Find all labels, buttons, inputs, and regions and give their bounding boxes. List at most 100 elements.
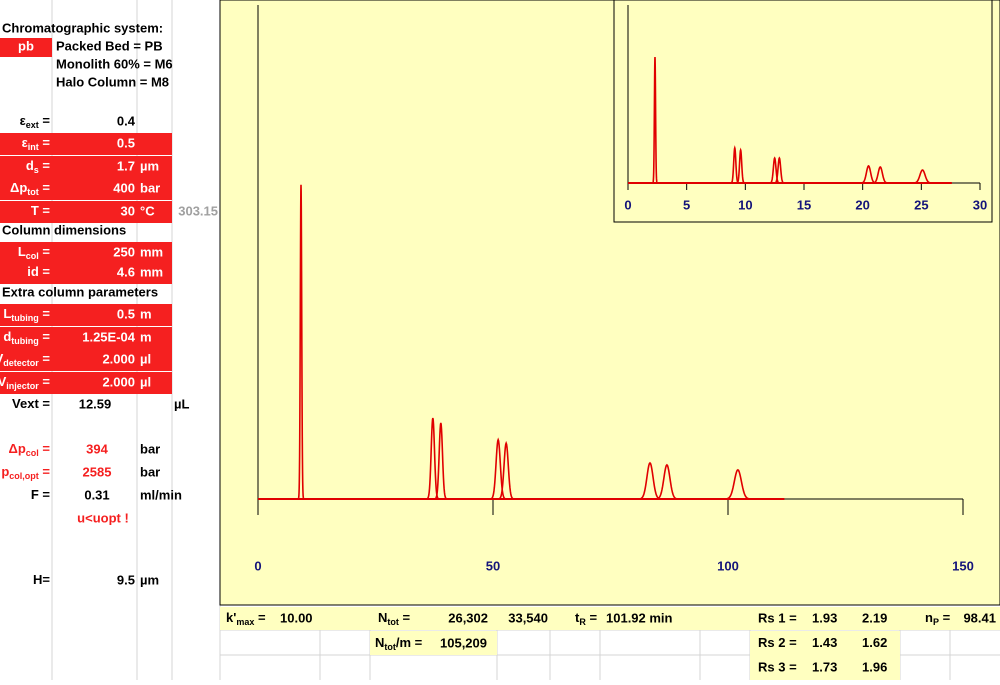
result-label: Ntot = (378, 610, 411, 627)
label-equals: = (39, 180, 51, 195)
label-text: id = (27, 264, 50, 279)
peak (912, 169, 933, 184)
label-text: L (18, 244, 26, 259)
param-value: 0.5 (117, 306, 135, 321)
param-label: Ltubing = (3, 306, 50, 323)
param-label: T = (31, 203, 51, 218)
label-subscript: R (579, 617, 586, 627)
result-label: tR = (575, 610, 597, 627)
label-text: n (925, 610, 933, 625)
system-code: pb (18, 38, 34, 53)
section-header: Column dimensions (2, 222, 126, 237)
x-tick-label: 150 (952, 558, 974, 573)
label-subscript: max (236, 617, 254, 627)
param-value: 4.6 (117, 264, 135, 279)
param-value: 1.7 (117, 158, 135, 173)
param-unit: µL (174, 396, 189, 411)
param-unit: µm (140, 572, 159, 587)
label-equals: = (254, 610, 266, 625)
label-equals: = (39, 374, 51, 389)
label-subscript: tubing (11, 336, 39, 346)
param-unit: mm (140, 264, 163, 279)
system-option: Halo Column = M8 (56, 74, 169, 89)
label-equals: = (39, 158, 51, 173)
label-equals: = (39, 351, 51, 366)
param-value: 2.000 (102, 351, 135, 366)
peak (736, 147, 745, 184)
label-subscript: tot (387, 617, 399, 627)
label-subscript: int (28, 142, 39, 152)
param-unit: µl (140, 351, 151, 366)
x-tick-label: 100 (717, 558, 739, 573)
param-label: Vdetector = (0, 351, 50, 368)
result-value: 101.92 min (606, 610, 673, 625)
label-equals: = (399, 610, 411, 625)
param-label: εint = (22, 135, 51, 152)
input-row (0, 327, 172, 349)
resolution-value: 1.73 (812, 659, 837, 674)
label-subscript: col (26, 448, 39, 458)
label-text: V (0, 351, 4, 366)
label-equals: = (39, 441, 51, 456)
input-row (0, 304, 172, 326)
x-tick-label: 25 (914, 197, 928, 212)
x-tick-label: 30 (973, 197, 987, 212)
label-text: T = (31, 203, 51, 218)
label-text: ε (22, 135, 28, 150)
result-value: 26,302 (448, 610, 488, 625)
result-value: 98.41 (963, 610, 996, 625)
peak (497, 440, 515, 500)
inset-chart-area (613, 0, 993, 223)
label-text: V (0, 374, 7, 389)
label-subscript: ext (26, 120, 39, 130)
label-subscript: col (26, 251, 39, 261)
system-option: Monolith 60% = M6 (56, 56, 173, 71)
label-text: d (26, 158, 34, 173)
input-row (0, 201, 172, 223)
section-header: Extra column parameters (2, 284, 158, 299)
x-tick-label: 5 (683, 197, 690, 212)
peak (297, 184, 305, 500)
resolution-alt: 2.19 (862, 610, 887, 625)
param-unit: bar (140, 464, 160, 479)
label-text: F = (31, 487, 51, 502)
peak (489, 437, 507, 500)
label-text: N (378, 610, 387, 625)
label-equals: = (939, 610, 951, 625)
label-text: t (575, 610, 580, 625)
system-cell (0, 38, 52, 57)
param-value: 250 (113, 244, 135, 259)
param-label: pcol,opt = (1, 464, 50, 481)
label-equals: = (39, 329, 51, 344)
x-tick-label: 0 (254, 558, 261, 573)
param-unit: m (140, 306, 152, 321)
param-label: Vext = (12, 396, 50, 411)
param-label: Lcol = (18, 244, 51, 261)
resolution-label: Rs 2 = (758, 635, 797, 650)
label-equals: = (39, 113, 51, 128)
param-label: Vinjector = (0, 374, 50, 391)
peak (769, 156, 780, 184)
param-value: 30 (121, 203, 135, 218)
result-alt: 33,540 (508, 610, 548, 625)
input-row (0, 156, 172, 178)
resolution-value: 1.93 (812, 610, 837, 625)
resolution-alt: 1.96 (862, 659, 887, 674)
label-text: H= (33, 572, 50, 587)
param-label: H= (33, 572, 50, 587)
param-value: 400 (113, 180, 135, 195)
input-row (0, 349, 172, 371)
param-label: εext = (20, 113, 51, 130)
label-text: Δp (10, 180, 27, 195)
label-text: ε (20, 113, 26, 128)
x-tick-label: 10 (738, 197, 752, 212)
peak (723, 468, 752, 500)
param-label: ds = (26, 158, 51, 175)
param-value: 0.31 (84, 487, 109, 502)
sheet-heading: Chromatographic system: (2, 20, 163, 35)
x-tick-label: 15 (797, 197, 811, 212)
x-tick-label: 0 (624, 197, 631, 212)
param-value: 0.5 (117, 135, 135, 150)
peak (871, 165, 889, 184)
